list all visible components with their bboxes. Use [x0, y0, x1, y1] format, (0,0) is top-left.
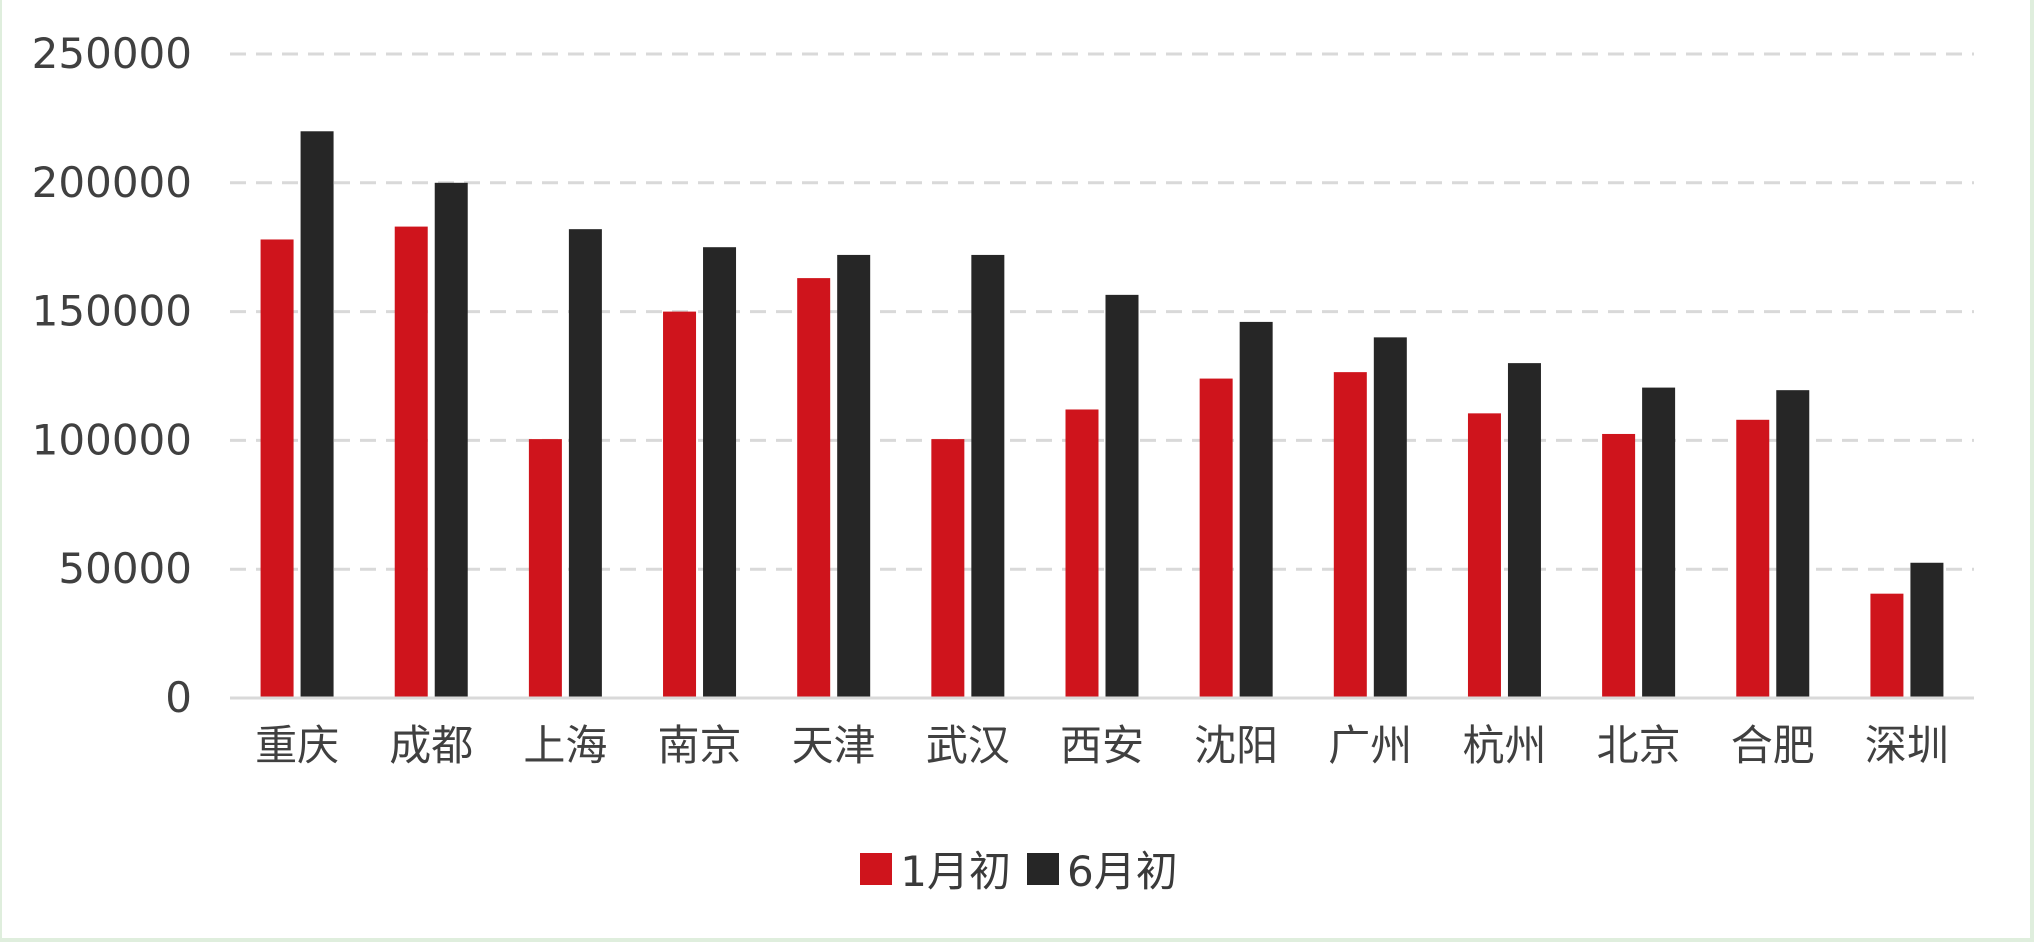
bar-series-2 [837, 254, 871, 699]
bar-series-1 [1065, 409, 1099, 698]
bar-series-2 [300, 131, 334, 698]
y-tick-label: 50000 [58, 544, 192, 593]
x-tick-label: 天津 [792, 721, 876, 770]
y-tick-label: 100000 [32, 415, 192, 464]
legend: 1月初 6月初 [2, 838, 2034, 899]
x-tick-label: 合肥 [1731, 721, 1815, 770]
bar-series-2 [1105, 294, 1139, 698]
bar-series-2 [971, 254, 1005, 699]
x-tick-label: 重庆 [255, 721, 339, 770]
bar-series-2 [1910, 562, 1944, 698]
legend-label-series-1: 1月初 [900, 847, 1011, 896]
x-tick-label: 成都 [389, 721, 473, 770]
y-tick-label: 200000 [32, 158, 192, 207]
legend-item-series-1: 1月初 [860, 838, 1011, 899]
x-tick-label: 武汉 [926, 721, 1010, 770]
bar-series-2 [1239, 321, 1273, 698]
bar-series-2 [568, 229, 602, 698]
bar-chart: 0 50000 100000 150000 200000 250000 重庆 成都 上海 南京 天津… [32, 29, 1974, 770]
legend-swatch-series-1 [860, 852, 893, 885]
x-tick-label: 上海 [523, 721, 607, 770]
bar-series-1 [797, 278, 831, 698]
bar-series-1 [1467, 413, 1501, 698]
bar-series-1 [528, 439, 562, 698]
bar-series-1 [1736, 419, 1770, 698]
y-tick-label: 150000 [32, 287, 192, 336]
bar-series-1 [1333, 372, 1367, 698]
bar-series-2 [1776, 390, 1810, 698]
bar-series-2 [703, 247, 737, 698]
bar-series-2 [1507, 363, 1541, 698]
bar-series-1 [1199, 378, 1233, 698]
x-tick-label: 杭州 [1462, 721, 1546, 770]
x-tick-label: 南京 [658, 721, 742, 770]
bar-series-1 [394, 226, 428, 699]
bar-series-1 [1870, 593, 1904, 698]
legend-item-series-2: 6月初 [1027, 838, 1178, 899]
x-tick-label: 北京 [1597, 721, 1681, 770]
x-tick-label: 深圳 [1865, 721, 1949, 770]
x-tick-label: 西安 [1060, 721, 1144, 770]
bar-series-1 [663, 311, 697, 698]
legend-swatch-series-2 [1027, 852, 1059, 885]
bar-series-2 [1373, 337, 1407, 698]
bar-series-2 [1642, 387, 1676, 698]
bar-series-1 [931, 439, 965, 698]
y-tick-label: 0 [165, 673, 192, 722]
x-tick-label: 沈阳 [1194, 721, 1278, 770]
bar-series-2 [434, 182, 468, 699]
bar-series-1 [260, 239, 294, 699]
x-tick-label: 广州 [1328, 721, 1412, 770]
bar-series-1 [1602, 433, 1636, 698]
legend-label-series-2: 6月初 [1067, 847, 1178, 896]
y-tick-label: 250000 [32, 29, 192, 78]
